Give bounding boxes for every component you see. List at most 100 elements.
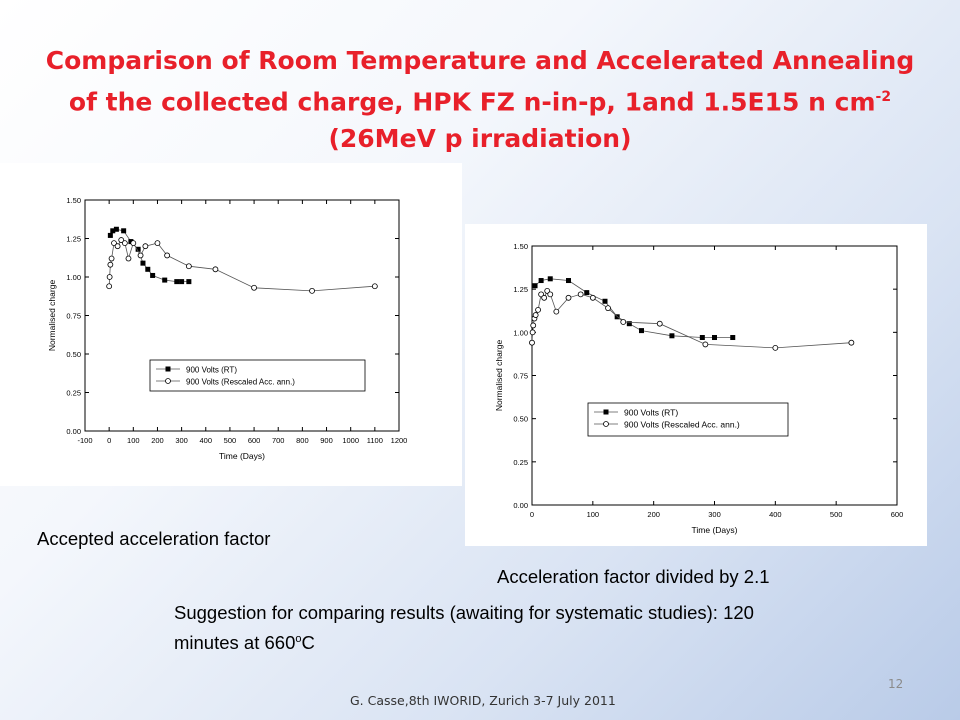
data-point-rescaled [702,341,709,348]
x-tick-label: 0 [530,510,534,519]
chart-2-svg: 0 100 200 300 400 500 600 0.00 0.25 0.50 0.75 1.00 1… [494,242,904,535]
y-tick-label: 1.25 [66,235,81,244]
data-point-rt [566,278,571,284]
title-tail: (26MeV p irradiation) [328,124,632,154]
data-point-rescaled [106,274,113,280]
x-tick-label: 500 [224,436,237,445]
y-tick-label: 0.50 [66,350,81,359]
legend-box [149,359,366,392]
data-point-rt [730,335,736,341]
x-tick-label: 600 [248,436,261,445]
data-point-rescaled [529,329,536,336]
x-tick-label: 100 [127,436,140,445]
data-point-rescaled [530,322,537,329]
legend-marker-rescaled [165,378,171,384]
data-point-rescaled [535,306,541,313]
data-point-rt [602,298,608,304]
x-tick-label: 900 [320,436,333,445]
plot-frame [531,245,898,506]
data-point-rt [110,228,116,234]
series-line-rescaled [108,239,375,292]
y-tick-label: 1.00 [66,273,81,282]
data-point-rt [162,277,168,283]
caption-right: Acceleration factor divided by 2.1 [497,566,770,587]
title-main: Comparison of Room Temperature and Accel… [45,46,915,117]
x-tick-label: 100 [587,510,600,519]
data-point-rescaled [589,294,596,301]
data-point-rescaled [620,319,627,325]
data-point-rt [140,260,146,266]
data-point-rescaled [309,287,315,294]
y-tick-label: 1.50 [66,196,81,205]
caption-left: Accepted acceleration factor [37,528,271,549]
y-axis-label: Normalised charge [47,280,57,352]
x-tick-label: 400 [769,510,782,519]
x-tick-label: 800 [296,436,309,445]
data-point-rt [639,328,644,334]
x-tick-label: 1000 [342,436,359,445]
data-point-rescaled [553,308,560,315]
data-point-rescaled [106,283,113,290]
data-point-rescaled [605,305,611,312]
title-superscript: -2 [875,89,892,105]
data-point-rescaled [212,266,219,273]
data-point-rt [179,279,185,285]
data-point-rt [107,232,113,238]
data-point-rescaled [154,240,161,247]
data-point-rescaled [137,252,144,259]
x-tick-label: 600 [891,510,904,519]
suggestion-pre: Suggestion for comparing results (awaiti… [174,602,754,654]
data-point-rescaled [251,284,257,291]
data-point-rescaled [529,339,535,346]
data-point-rescaled [107,261,114,268]
data-point-rt [145,266,151,272]
y-tick-label: 1.25 [513,285,528,294]
suggestion-text: Suggestion for comparing results (awaiti… [174,600,814,656]
data-point-rescaled [130,240,137,247]
data-point-rt [186,279,192,285]
data-point-rt [113,226,119,232]
data-point-rescaled [848,339,855,346]
y-tick-label: 0.75 [513,372,528,381]
data-point-rt [712,335,717,341]
data-point-rescaled [164,252,171,259]
y-tick-label: 0.25 [66,389,81,398]
data-point-rt [174,279,180,285]
data-point-rt [669,333,675,339]
data-point-rt [150,272,156,278]
x-tick-label: 300 [175,436,188,445]
x-tick-label: 300 [708,510,721,519]
data-point-rescaled [565,294,572,301]
x-tick-label: 200 [647,510,660,519]
chart-1-svg: -100 0 100 200 300 400 500 600 700 800 900 1000 1100… [47,196,407,461]
x-tick-label: 200 [151,436,164,445]
data-point-rescaled [121,240,128,247]
data-point-rt [121,228,127,234]
chart-rescaled-acceleration: 0 100 200 300 400 500 600 0.00 0.25 0.50 0.75 1.00 1… [465,224,927,546]
slide-title: Comparison of Room Temperature and Accel… [30,42,930,157]
plot-frame [84,199,400,432]
data-point-rescaled [772,344,779,351]
y-tick-label: 0.00 [513,501,528,510]
series-line-rt [110,228,189,282]
x-tick-label: 400 [200,436,213,445]
data-point-rescaled [142,243,149,250]
data-point-rt [547,276,553,282]
data-point-rt [626,321,632,327]
suggestion-superscript: o [295,633,302,645]
legend-entry: 900 Volts (Rescaled Acc. ann.) [186,378,295,387]
data-point-rescaled [547,291,554,298]
data-point-rescaled [371,283,378,290]
data-point-rescaled [185,263,192,270]
y-tick-label: 0.50 [513,415,528,424]
y-axis-label: Normalised charge [494,340,504,412]
x-tick-label: 500 [830,510,843,519]
data-point-rescaled [108,255,115,262]
data-point-rescaled [125,255,132,262]
data-point-rescaled [656,320,663,327]
y-tick-label: 0.25 [513,458,528,467]
x-tick-label: 0 [107,436,111,445]
data-point-rt [584,290,590,296]
data-point-rescaled [541,294,548,301]
data-point-rescaled [577,291,584,298]
